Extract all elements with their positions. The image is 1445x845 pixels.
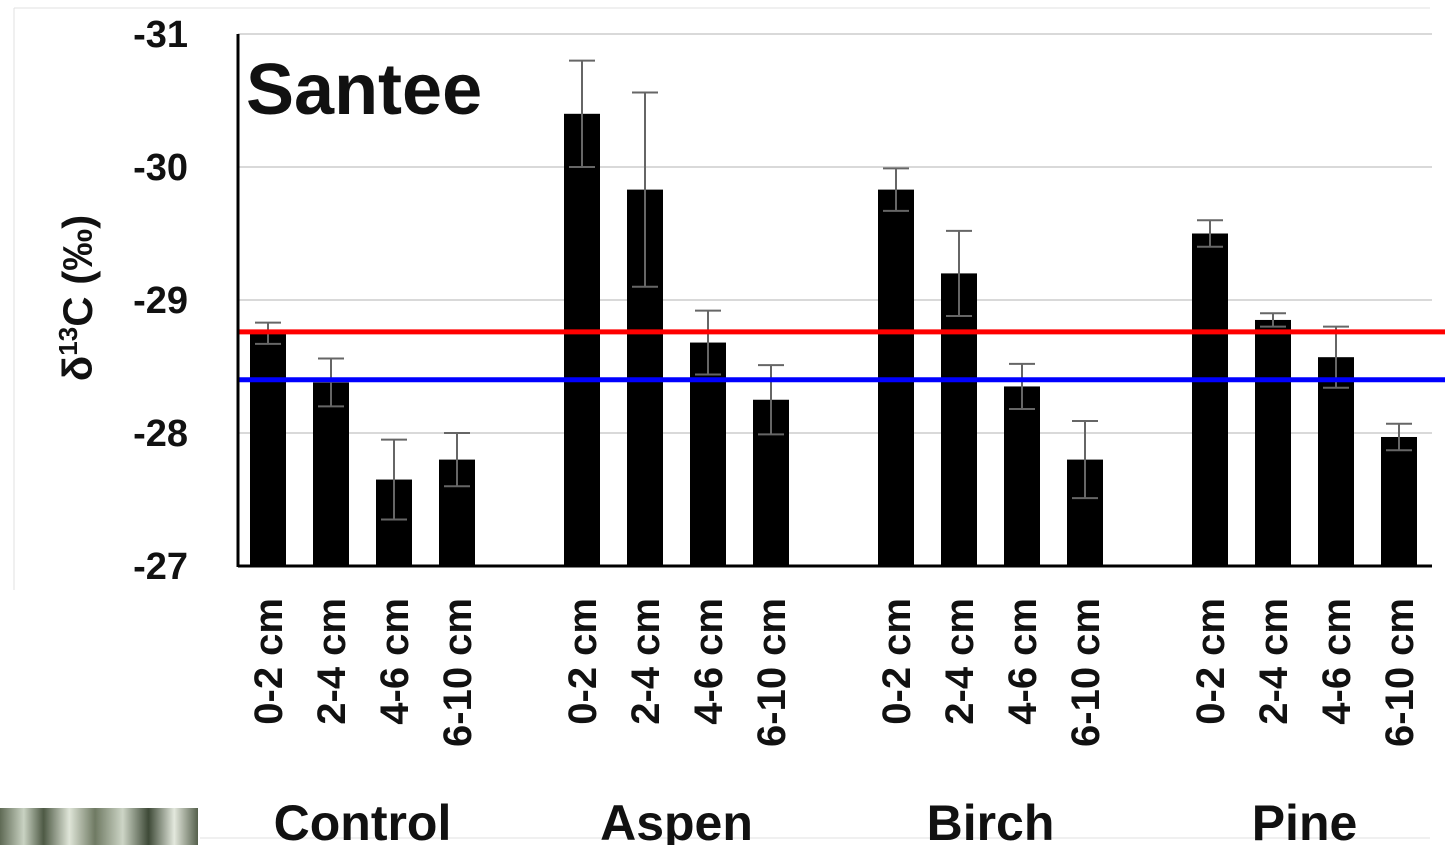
group-label: Control [274,795,452,845]
x-category-label: 4-6 cm [1315,598,1359,725]
x-category-label: 2-4 cm [310,598,354,725]
bar [1318,357,1354,566]
error-bars [255,59,1412,521]
y-tick-label: -31 [133,14,188,56]
y-tick-label: -30 [133,147,188,189]
x-category-label: 0-2 cm [1189,598,1233,725]
bars [250,113,1417,567]
x-category-label: 6-10 cm [750,598,794,747]
x-category-label: 2-4 cm [1252,598,1296,725]
x-category-label: 0-2 cm [875,598,919,725]
y-tick-label: -27 [133,546,188,588]
bar [1192,233,1228,566]
bar [250,333,286,566]
reference-lines [238,329,1445,383]
x-category-label: 4-6 cm [1001,598,1045,725]
x-category-label: 6-10 cm [1064,598,1108,747]
x-category-label: 2-4 cm [624,598,668,725]
bar [564,113,600,567]
x-category-label: 0-2 cm [561,598,605,725]
group-label: Birch [927,795,1055,845]
bar [690,342,726,566]
y-axis-label: δ13C (‰) [53,215,101,381]
x-category-label: 6-10 cm [1378,598,1422,747]
x-category-label: 4-6 cm [687,598,731,725]
bar [941,273,977,566]
x-category-label: 4-6 cm [373,598,417,725]
bar [1255,319,1291,566]
y-tick-label: -29 [133,280,188,322]
bar [313,382,349,566]
y-axis-label-superscript: 13 [53,327,83,356]
group-label: Aspen [600,795,753,845]
group-labels: Control Aspen Birch Pine [274,795,1358,845]
x-category-label: 0-2 cm [247,598,291,725]
bar [1381,436,1417,566]
gridlines [238,33,1432,434]
y-axis-label-unit: C (‰) [54,215,101,327]
x-category-label: 2-4 cm [938,598,982,725]
plot-frame [13,7,1430,839]
y-tick-label: -28 [133,413,188,455]
bar [1004,386,1040,566]
axes [236,34,1432,568]
y-tick-labels: -31 -30 -29 -28 -27 [133,14,188,588]
forest-photo-thumbnail [0,808,198,845]
group-label: Pine [1252,795,1358,845]
chart-title: Santee [246,50,482,130]
x-category-label: 6-10 cm [436,598,480,747]
y-axis-label-delta: δ [54,356,101,381]
x-category-labels: 0-2 cm 2-4 cm 4-6 cm 6-10 cm 0-2 cm 2-4 cm 4-6… [247,598,1422,747]
